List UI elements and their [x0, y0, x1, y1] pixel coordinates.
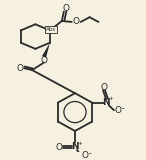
Text: O: O [40, 56, 47, 65]
Text: O: O [81, 151, 88, 160]
Text: N: N [71, 142, 79, 151]
Text: O: O [62, 4, 69, 13]
Text: O: O [56, 143, 63, 152]
Text: O: O [101, 83, 107, 92]
Text: O: O [17, 64, 24, 73]
Text: O: O [114, 106, 121, 115]
Text: +: + [109, 96, 113, 101]
Text: +: + [78, 141, 82, 146]
Text: O: O [72, 17, 79, 26]
Text: N: N [102, 98, 110, 107]
Text: -: - [88, 149, 91, 158]
Polygon shape [42, 43, 50, 58]
Text: -: - [121, 104, 124, 113]
Text: Abs: Abs [46, 27, 56, 32]
